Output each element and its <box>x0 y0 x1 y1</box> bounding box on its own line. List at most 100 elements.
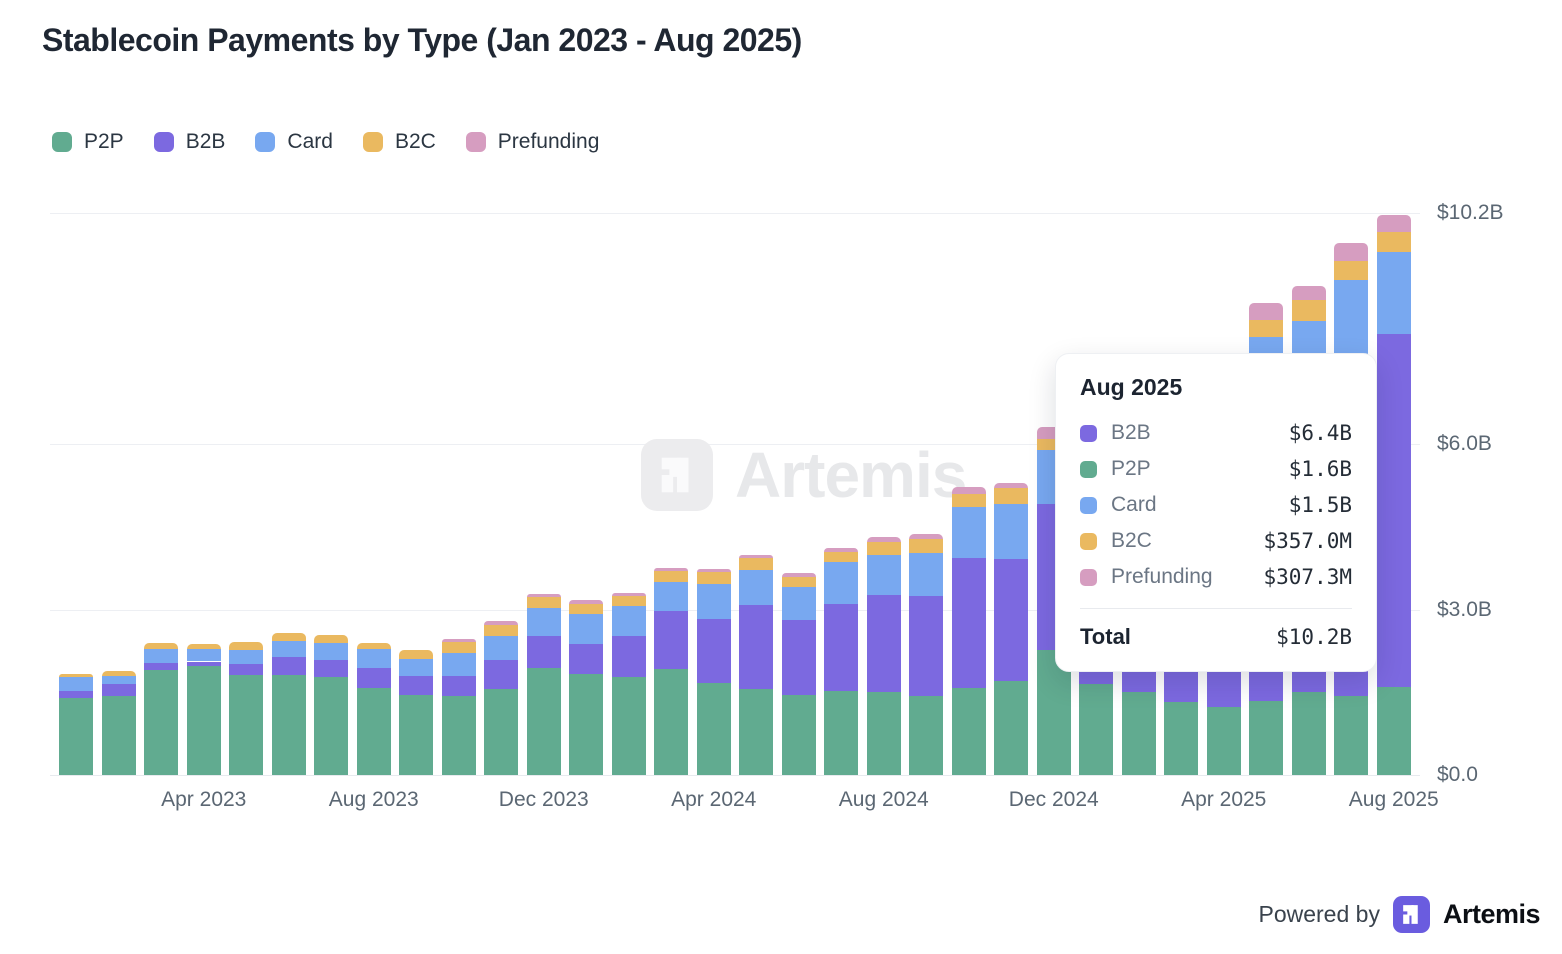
bar-segment-card <box>654 582 689 612</box>
bar-segment-b2c <box>611 595 646 606</box>
bar-segment-b2c <box>1376 231 1411 252</box>
bar-mar-2023[interactable] <box>144 642 179 775</box>
bar-segment-b2c <box>994 488 1029 505</box>
legend-item-card[interactable]: Card <box>255 130 333 154</box>
bar-nov-2024[interactable] <box>994 482 1029 775</box>
tooltip: Aug 2025 B2B $6.4B P2P $1.6B Card $1.5B B2C $35… <box>1055 353 1377 672</box>
bar-segment-card <box>824 562 859 605</box>
bar-segment-card <box>951 507 986 559</box>
bar-segment-card <box>739 570 774 606</box>
bar-segment-prefunding <box>1249 303 1284 320</box>
legend-label: P2P <box>84 130 124 153</box>
bar-segment-b2b <box>101 683 136 696</box>
bar-segment-b2c <box>1249 319 1284 337</box>
bar-jun-2024[interactable] <box>781 572 816 775</box>
bar-feb-2024[interactable] <box>611 592 646 775</box>
tooltip-row-label: Card <box>1111 493 1157 516</box>
bar-segment-b2c <box>654 571 689 583</box>
bar-sep-2023[interactable] <box>399 650 434 775</box>
bar-segment-card <box>1334 280 1369 361</box>
bar-segment-b2c <box>441 641 476 653</box>
bar-jan-2023[interactable] <box>59 673 94 775</box>
tooltip-total-label: Total <box>1080 624 1131 649</box>
tooltip-row-b2c: B2C $357.0M <box>1080 523 1352 559</box>
bar-segment-b2c <box>271 633 306 641</box>
bar-segment-p2p <box>229 674 264 775</box>
bar-segment-b2b <box>909 595 944 696</box>
bar-segment-b2b <box>314 659 349 677</box>
bar-segment-b2c <box>781 576 816 587</box>
bar-jun-2023[interactable] <box>271 633 306 775</box>
bar-mar-2024[interactable] <box>654 567 689 775</box>
bar-segment-b2b <box>59 690 94 698</box>
legend-swatch-icon <box>153 132 174 152</box>
bar-segment-b2b <box>1376 334 1411 687</box>
bar-segment-b2c <box>186 643 221 649</box>
bar-sep-2024[interactable] <box>909 534 944 775</box>
bar-apr-2023[interactable] <box>186 643 221 775</box>
y-tick-label: $6.0B <box>1437 432 1492 455</box>
legend: P2P B2B Card B2C Prefunding <box>52 130 599 154</box>
tooltip-row-value: $357.0M <box>1263 529 1352 553</box>
bar-may-2024[interactable] <box>739 555 774 775</box>
bar-segment-p2p <box>1249 700 1284 775</box>
bar-segment-b2b <box>144 663 179 671</box>
bar-segment-p2p <box>781 695 816 775</box>
bar-segment-b2b <box>569 643 604 675</box>
bar-segment-prefunding <box>569 600 604 604</box>
tooltip-swatch-icon <box>1080 496 1097 514</box>
bar-segment-card <box>611 605 646 637</box>
bar-segment-b2b <box>484 659 519 690</box>
bar-segment-p2p <box>441 695 476 775</box>
bar-segment-p2p <box>101 695 136 775</box>
bar-segment-card <box>866 554 901 596</box>
bar-segment-p2p <box>866 691 901 775</box>
bar-segment-prefunding <box>654 567 689 572</box>
bar-apr-2024[interactable] <box>696 569 731 775</box>
legend-item-b2c[interactable]: B2C <box>362 130 436 154</box>
x-tick-label: Apr 2024 <box>671 788 757 811</box>
bar-jul-2023[interactable] <box>314 635 349 775</box>
tooltip-swatch-icon <box>1080 460 1097 478</box>
bar-segment-prefunding <box>696 569 731 572</box>
bar-oct-2024[interactable] <box>951 487 986 775</box>
bar-segment-p2p <box>824 690 859 775</box>
bar-segment-card <box>441 652 476 677</box>
bar-segment-p2p <box>399 695 434 775</box>
bar-aug-2024[interactable] <box>866 536 901 775</box>
bar-segment-prefunding <box>611 592 646 596</box>
bar-aug-2023[interactable] <box>356 642 391 775</box>
bar-segment-prefunding <box>951 487 986 494</box>
tooltip-row-label: B2C <box>1111 529 1152 552</box>
bar-dec-2023[interactable] <box>526 593 561 775</box>
powered-by-link[interactable]: Powered by Artemis <box>1258 896 1541 933</box>
bar-segment-b2c <box>526 597 561 609</box>
x-tick-label: Aug 2024 <box>838 788 929 811</box>
bar-segment-b2c <box>314 635 349 643</box>
x-tick-label: Apr 2025 <box>1181 788 1267 811</box>
artemis-logo-icon <box>1392 896 1430 933</box>
bar-segment-b2b <box>611 636 646 677</box>
tooltip-swatch-icon <box>1080 568 1097 586</box>
bar-segment-p2p <box>59 697 94 775</box>
bar-feb-2023[interactable] <box>101 671 136 775</box>
legend-item-p2p[interactable]: P2P <box>52 130 124 154</box>
y-tick-label: $3.0B <box>1437 598 1492 621</box>
bar-nov-2023[interactable] <box>484 621 519 775</box>
bar-jan-2024[interactable] <box>569 600 604 775</box>
bar-segment-prefunding <box>739 555 774 559</box>
bar-segment-card <box>186 648 221 662</box>
bar-segment-b2b <box>356 668 391 688</box>
bar-oct-2023[interactable] <box>441 639 476 775</box>
bar-may-2023[interactable] <box>229 642 264 775</box>
artemis-logo-glyph <box>661 457 689 493</box>
legend-item-b2b[interactable]: B2B <box>153 130 225 154</box>
bar-segment-card <box>101 676 136 684</box>
bar-segment-b2b <box>994 559 1029 681</box>
bar-aug-2025[interactable] <box>1376 214 1411 775</box>
legend-item-prefunding[interactable]: Prefunding <box>465 130 599 154</box>
bar-segment-card <box>484 635 519 660</box>
bar-segment-card <box>356 648 391 669</box>
bar-jul-2024[interactable] <box>824 547 859 775</box>
